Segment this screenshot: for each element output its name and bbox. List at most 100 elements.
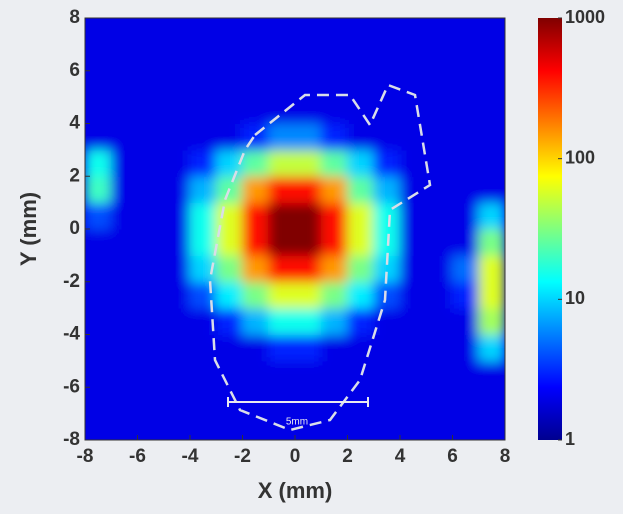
heat-cell (452, 202, 480, 230)
heat-cell (425, 334, 453, 362)
heat-cell (268, 281, 296, 309)
heat-cell (268, 175, 296, 204)
heat-cell (294, 228, 322, 256)
heat-cell (347, 43, 375, 72)
heat-cell (347, 123, 375, 151)
heat-cell (294, 334, 322, 362)
heat-cell (425, 202, 453, 230)
heat-cell (137, 413, 165, 440)
heat-cell (189, 43, 217, 72)
heat-cell (268, 123, 296, 151)
heat-cell (452, 413, 480, 440)
colorbar-tick-label: 100 (565, 147, 595, 167)
heat-cell (373, 175, 401, 204)
heat-cell (268, 360, 296, 388)
y-tick-label: -6 (63, 376, 80, 397)
heatmap (85, 18, 505, 440)
heat-cell (294, 307, 322, 335)
y-tick-label: -2 (63, 271, 80, 292)
heat-cell (478, 18, 505, 45)
heat-cell (189, 149, 217, 177)
heat-cell (163, 360, 191, 388)
heat-cell (137, 175, 165, 204)
heat-cell (399, 254, 427, 283)
heat-cell (163, 96, 191, 124)
heat-cell (268, 43, 296, 72)
heat-cell (425, 307, 453, 335)
scale-bar: 5mm (227, 397, 369, 428)
heat-cell (189, 96, 217, 124)
heat-cell (294, 254, 322, 283)
heat-cell (478, 307, 505, 335)
heat-cell (268, 307, 296, 335)
heat-cell (452, 123, 480, 151)
heat-cell (242, 202, 270, 230)
x-tick-label: 0 (290, 446, 301, 467)
heat-cell (425, 43, 453, 72)
heat-cell (294, 96, 322, 124)
heat-cell (294, 123, 322, 151)
heat-cell (347, 202, 375, 230)
heat-cell (242, 307, 270, 335)
heat-cell (294, 281, 322, 309)
heat-cell (242, 96, 270, 124)
heat-cell (373, 70, 401, 98)
heat-cell (320, 70, 348, 98)
heat-cell (478, 123, 505, 151)
heat-cell (399, 202, 427, 230)
heat-cell (425, 149, 453, 177)
heat-cell (189, 18, 217, 45)
heat-cell (189, 360, 217, 388)
heat-cell (478, 386, 505, 415)
heat-cell (478, 202, 505, 230)
y-tick-label: 0 (69, 218, 80, 239)
heat-cell (85, 70, 112, 98)
heat-cell (110, 228, 138, 256)
heat-cell (294, 175, 322, 204)
y-tick-label: -4 (63, 324, 80, 345)
heat-cell (110, 123, 138, 151)
heat-cell (425, 228, 453, 256)
heat-cell (452, 307, 480, 335)
heat-cell (163, 123, 191, 151)
heat-cell (85, 149, 112, 177)
heat-cell (137, 281, 165, 309)
heat-cell (425, 386, 453, 415)
heat-cell (215, 123, 243, 151)
heat-cell (347, 70, 375, 98)
heat-cell (137, 96, 165, 124)
heat-cell (399, 307, 427, 335)
heat-cell (110, 202, 138, 230)
heat-cell (452, 70, 480, 98)
heat-cell (189, 334, 217, 362)
heat-cell (163, 413, 191, 440)
colorbar-tick-label: 10 (565, 288, 585, 308)
heat-cell (137, 202, 165, 230)
heat-cell (137, 254, 165, 283)
heat-cell (242, 413, 270, 440)
heat-cell (320, 254, 348, 283)
heat-cell (189, 70, 217, 98)
heat-cell (215, 43, 243, 72)
heat-cell (215, 413, 243, 440)
heat-cell (399, 175, 427, 204)
heat-cell (294, 360, 322, 388)
heat-cell (163, 149, 191, 177)
heat-cell (320, 360, 348, 388)
heat-cell (452, 149, 480, 177)
heat-cell (242, 254, 270, 283)
heat-cell (163, 307, 191, 335)
heat-cell (320, 149, 348, 177)
heat-cell (110, 334, 138, 362)
heat-cell (320, 413, 348, 440)
heat-cell (85, 386, 112, 415)
heat-cell (110, 175, 138, 204)
heat-cell (478, 228, 505, 256)
heat-cell (478, 149, 505, 177)
heat-cell (452, 175, 480, 204)
heat-cell (452, 360, 480, 388)
region-outline (208, 83, 432, 432)
heat-cell (110, 307, 138, 335)
heat-cell (399, 413, 427, 440)
